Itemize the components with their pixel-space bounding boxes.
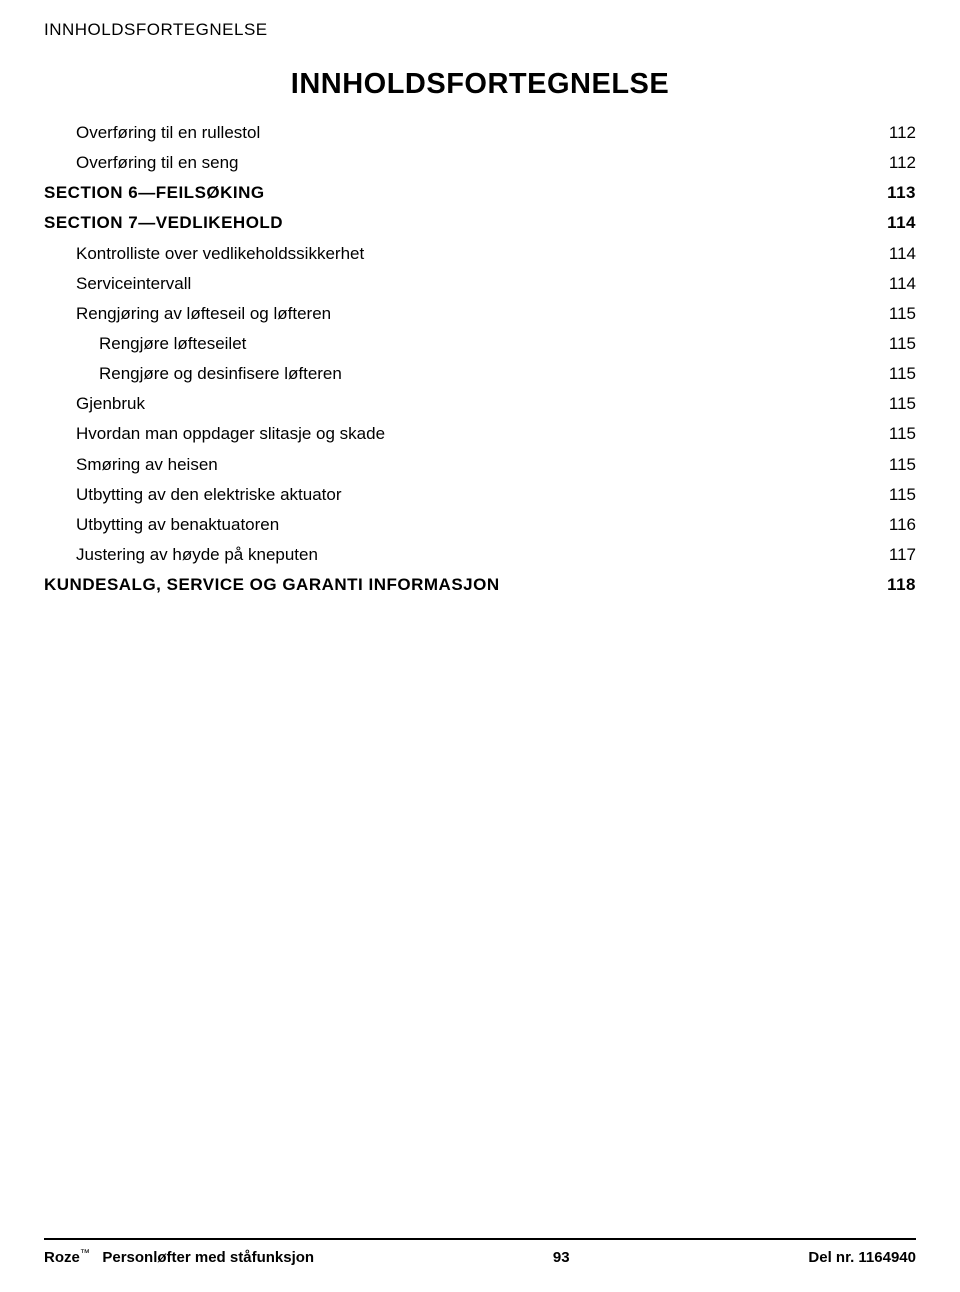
toc-entry: SECTION 6—FEILSØKING 113 — [44, 181, 916, 206]
toc-entry: Gjenbruk 115 — [76, 392, 916, 417]
footer-product-desc: Personløfter med ståfunksjon — [102, 1249, 314, 1266]
toc-entry-page: 115 — [889, 483, 916, 508]
toc-entry-label: Serviceintervall — [76, 272, 191, 297]
toc-entry-label: Overføring til en seng — [76, 151, 239, 176]
table-of-contents: Overføring til en rullestol112Overføring… — [44, 121, 916, 598]
toc-entry: Utbytting av benaktuatoren 116 — [76, 513, 916, 538]
toc-entry-page: 116 — [889, 513, 916, 538]
toc-entry-page: 114 — [889, 242, 916, 267]
toc-entry-page: 115 — [889, 392, 916, 417]
toc-entry-label: Rengjøre og desinfisere løfteren — [99, 362, 342, 387]
footer-divider — [44, 1238, 916, 1240]
toc-entry-label: Utbytting av benaktuatoren — [76, 513, 279, 538]
toc-entry-page: 115 — [889, 422, 916, 447]
toc-entry-label: Rengjøre løfteseilet — [99, 332, 246, 357]
toc-entry-page: 113 — [887, 181, 916, 206]
toc-entry: SECTION 7—VEDLIKEHOLD 114 — [44, 211, 916, 236]
toc-entry: Rengjøre løfteseilet 115 — [99, 332, 916, 357]
toc-entry: Hvordan man oppdager slitasje og skade 11… — [76, 422, 916, 447]
footer-page-number: 93 — [553, 1249, 570, 1266]
toc-entry: Serviceintervall 114 — [76, 272, 916, 297]
toc-entry-page: 115 — [889, 302, 916, 327]
footer-product-name: Roze — [44, 1249, 80, 1266]
toc-entry: Kontrolliste over vedlikeholdssikkerhet 1… — [76, 242, 916, 267]
toc-entry: Rengjøring av løfteseil og løfteren 115 — [76, 302, 916, 327]
toc-entry-label: Smøring av heisen — [76, 453, 218, 478]
toc-entry-page: 117 — [889, 543, 916, 568]
page-footer: Roze™ Personløfter med ståfunksjon 93 De… — [44, 1238, 916, 1266]
toc-entry: Justering av høyde på kneputen 117 — [76, 543, 916, 568]
footer-part-number: Del nr. 1164940 — [808, 1249, 916, 1266]
toc-entry: KUNDESALG, SERVICE OG GARANTI INFORMASJO… — [44, 573, 916, 598]
toc-entry-label: SECTION 6—FEILSØKING — [44, 181, 265, 206]
toc-entry-label: Gjenbruk — [76, 392, 145, 417]
page-title: INNHOLDSFORTEGNELSE — [44, 68, 916, 101]
toc-entry-label: KUNDESALG, SERVICE OG GARANTI INFORMASJO… — [44, 573, 500, 598]
toc-entry: Smøring av heisen 115 — [76, 453, 916, 478]
toc-entry-page: 115 — [889, 332, 916, 357]
toc-entry-label: Rengjøring av løfteseil og løfteren — [76, 302, 331, 327]
toc-entry-page: 112 — [889, 151, 916, 176]
toc-entry-page: 115 — [889, 453, 916, 478]
toc-entry-page: 115 — [889, 362, 916, 387]
toc-entry-label: Kontrolliste over vedlikeholdssikkerhet — [76, 242, 364, 267]
toc-entry-label: Overføring til en rullestol — [76, 121, 260, 146]
toc-entry: Overføring til en seng 112 — [76, 151, 916, 176]
toc-entry-page: 114 — [889, 272, 916, 297]
toc-entry-page: 112 — [889, 121, 916, 146]
toc-entry-label: SECTION 7—VEDLIKEHOLD — [44, 211, 283, 236]
toc-entry: Utbytting av den elektriske aktuator 115 — [76, 483, 916, 508]
toc-entry-label: Hvordan man oppdager slitasje og skade — [76, 422, 385, 447]
trademark-symbol: ™ — [80, 1248, 90, 1259]
footer-product: Roze™ Personløfter med ståfunksjon — [44, 1248, 314, 1266]
toc-entry: Rengjøre og desinfisere løfteren 115 — [99, 362, 916, 387]
toc-entry: Overføring til en rullestol 112 — [76, 121, 916, 146]
toc-entry-label: Utbytting av den elektriske aktuator — [76, 483, 342, 508]
toc-entry-page: 118 — [887, 573, 916, 598]
header-section-label: INNHOLDSFORTEGNELSE — [44, 20, 916, 40]
toc-entry-page: 114 — [887, 211, 916, 236]
toc-entry-label: Justering av høyde på kneputen — [76, 543, 318, 568]
